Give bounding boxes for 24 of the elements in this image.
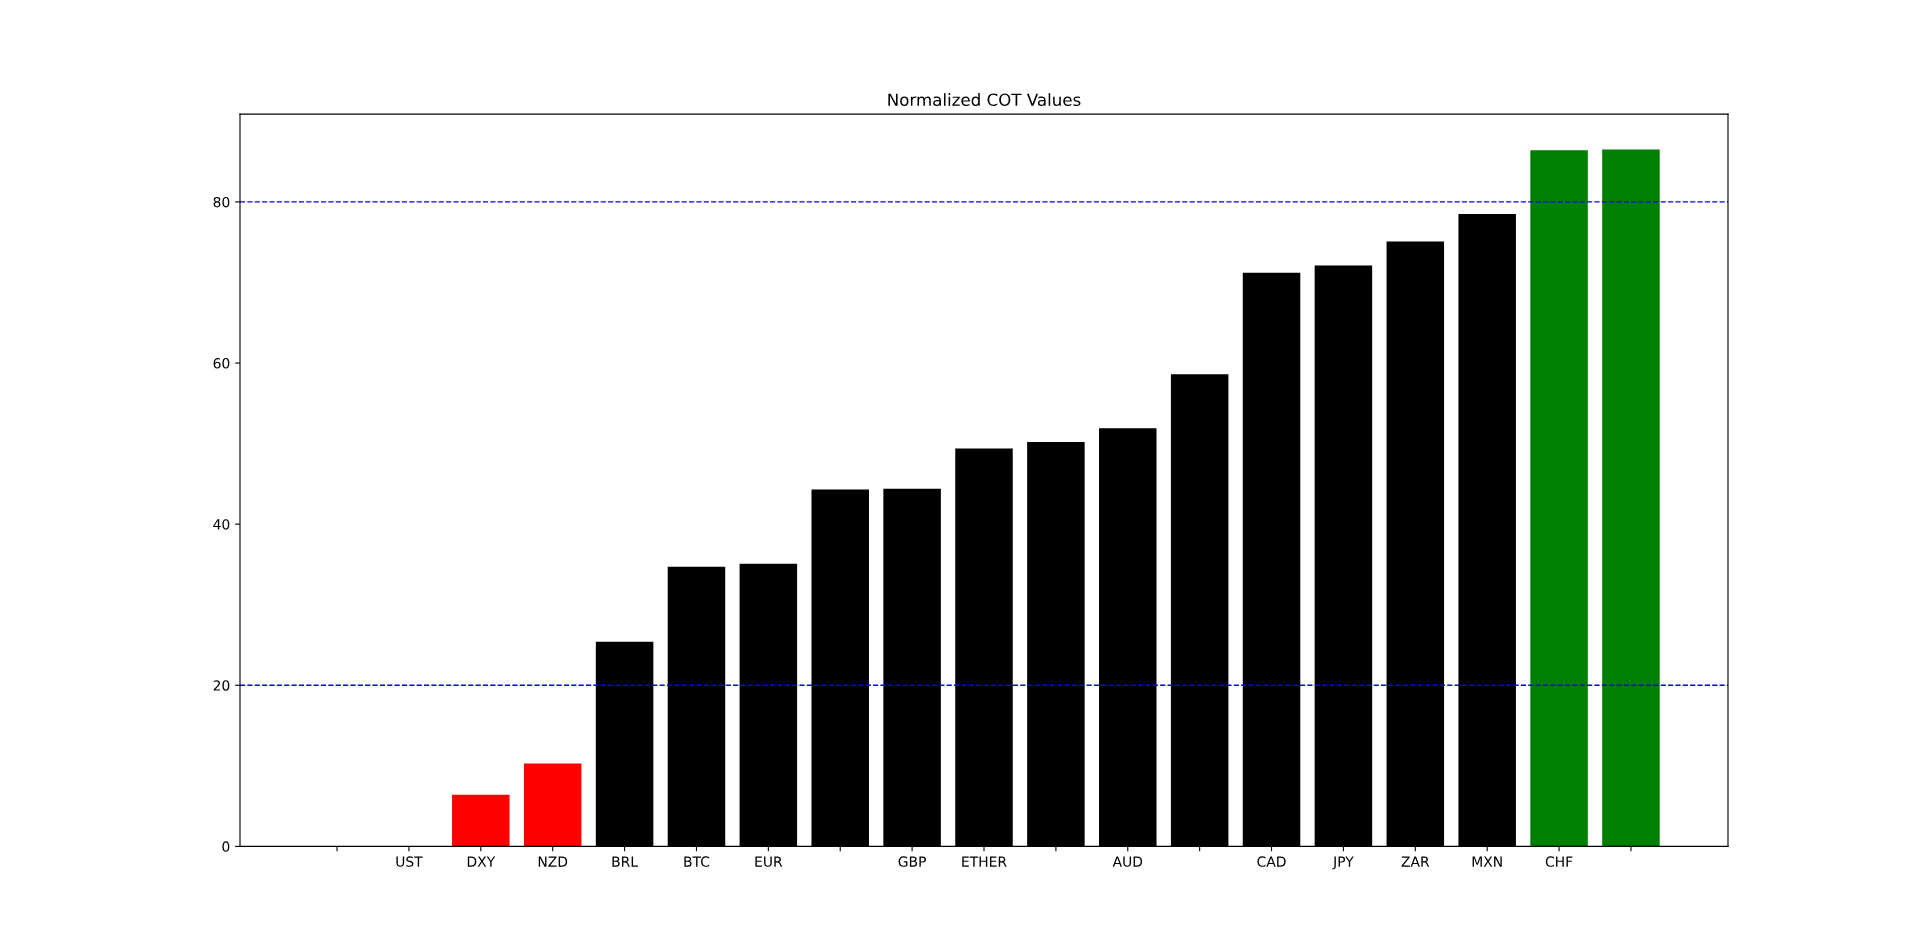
- x-tick-label: JPY: [1332, 856, 1354, 870]
- x-tick-label: AUD: [1112, 856, 1143, 867]
- x-tick-label: BTC: [684, 856, 710, 867]
- y-tick-label: 60: [213, 358, 230, 369]
- y-tick-label: 0: [222, 841, 230, 852]
- x-tick-label: DXY: [467, 856, 496, 867]
- x-tick-label: ETHER: [962, 856, 1007, 867]
- y-tick-label: 80: [213, 196, 230, 208]
- x-tick-label: CAD: [1257, 856, 1286, 867]
- chart-title: Normalized COT Values: [888, 93, 1081, 107]
- x-tick-label: BRL: [612, 856, 638, 867]
- y-tick-label: 40: [213, 519, 230, 530]
- x-tick-label: EUR: [755, 856, 783, 867]
- x-tick-label: UST: [396, 856, 423, 867]
- bar: [523, 763, 582, 847]
- y-tick-label: 20: [213, 680, 230, 691]
- x-tick-label: GBP: [898, 856, 926, 867]
- bar: [452, 794, 510, 847]
- x-tick-label: ZAR: [1401, 856, 1430, 867]
- bar: [1602, 149, 1660, 847]
- x-tick-label: CHF: [1545, 856, 1573, 867]
- x-tick-label: MXN: [1472, 856, 1502, 867]
- x-tick-label: NZD: [538, 856, 568, 867]
- bar: [1530, 150, 1588, 847]
